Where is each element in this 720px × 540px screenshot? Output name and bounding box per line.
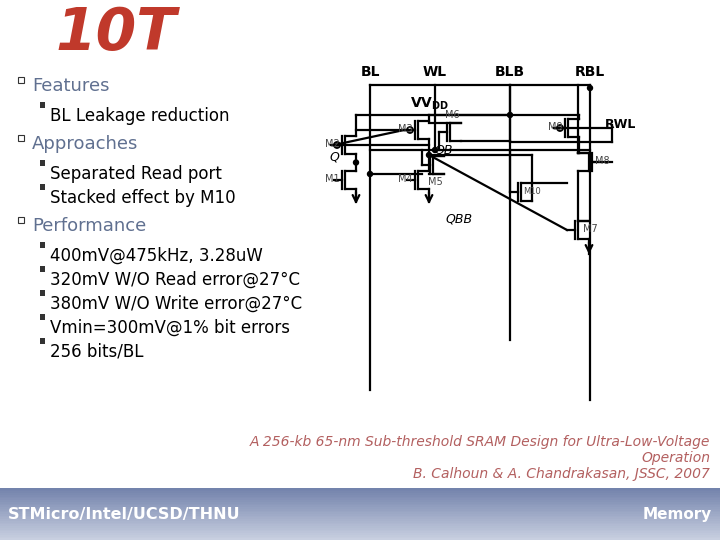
Bar <box>0 508 720 510</box>
Circle shape <box>433 147 438 152</box>
Text: BL: BL <box>360 65 379 79</box>
Bar <box>0 492 720 495</box>
Bar <box>0 491 720 493</box>
Bar <box>18 77 24 83</box>
Bar <box>0 501 720 504</box>
Text: M2: M2 <box>325 139 340 149</box>
Text: Features: Features <box>32 77 109 95</box>
Bar <box>0 500 720 502</box>
Text: M4: M4 <box>398 174 413 184</box>
Text: Memory: Memory <box>643 507 712 522</box>
Text: BL Leakage reduction: BL Leakage reduction <box>50 107 230 125</box>
Bar <box>40 184 45 190</box>
Bar <box>0 532 720 535</box>
Bar <box>0 522 720 524</box>
Bar <box>0 529 720 531</box>
Text: 256 bits/BL: 256 bits/BL <box>50 343 143 361</box>
Text: QBB: QBB <box>446 212 472 225</box>
Circle shape <box>426 152 431 158</box>
Text: RBL: RBL <box>575 65 605 79</box>
Bar <box>0 488 720 490</box>
Bar <box>0 489 720 491</box>
Bar <box>0 524 720 526</box>
Text: Separated Read port: Separated Read port <box>50 165 222 183</box>
Text: VV$_{\mathbf{DD}}$: VV$_{\mathbf{DD}}$ <box>410 96 449 112</box>
Bar <box>0 498 720 500</box>
Bar <box>0 538 720 540</box>
Bar <box>0 512 720 514</box>
Text: STMicro/Intel/UCSD/THNU: STMicro/Intel/UCSD/THNU <box>8 507 240 522</box>
Text: 320mV W/O Read error@27°C: 320mV W/O Read error@27°C <box>50 271 300 289</box>
Circle shape <box>588 85 593 91</box>
Bar <box>40 314 45 320</box>
Text: M9: M9 <box>549 122 563 132</box>
Circle shape <box>508 112 513 118</box>
Bar <box>0 514 720 516</box>
Bar <box>0 505 720 507</box>
Bar <box>0 515 720 517</box>
Bar <box>0 519 720 521</box>
Bar <box>40 160 45 166</box>
Bar <box>0 525 720 528</box>
Bar <box>0 507 720 509</box>
Text: Vmin=300mV@1% bit errors: Vmin=300mV@1% bit errors <box>50 319 290 337</box>
Text: 380mV W/O Write error@27°C: 380mV W/O Write error@27°C <box>50 295 302 313</box>
Text: Approaches: Approaches <box>32 135 138 153</box>
Text: 400mV@475kHz, 3.28uW: 400mV@475kHz, 3.28uW <box>50 247 263 265</box>
Circle shape <box>354 160 359 165</box>
Bar <box>0 495 720 497</box>
Text: M1: M1 <box>325 174 340 184</box>
Bar <box>18 217 24 223</box>
Text: Q: Q <box>329 151 339 164</box>
Bar <box>0 528 720 530</box>
Text: Performance: Performance <box>32 217 146 235</box>
Text: 10T: 10T <box>55 5 176 62</box>
Text: M10: M10 <box>523 186 541 195</box>
Bar <box>0 517 720 519</box>
Bar <box>40 242 45 248</box>
Circle shape <box>367 172 372 177</box>
Text: M3: M3 <box>398 124 413 134</box>
Bar <box>40 290 45 296</box>
Text: Stacked effect by M10: Stacked effect by M10 <box>50 189 235 207</box>
Bar <box>18 135 24 141</box>
Text: WL: WL <box>423 65 447 79</box>
Text: QB: QB <box>434 144 452 157</box>
Text: B. Calhoun & A. Chandrakasan, JSSC, 2007: B. Calhoun & A. Chandrakasan, JSSC, 2007 <box>413 467 710 481</box>
Bar <box>0 531 720 533</box>
Text: M5: M5 <box>428 177 442 187</box>
Text: Operation: Operation <box>641 451 710 465</box>
Bar <box>0 536 720 538</box>
Bar <box>0 521 720 523</box>
Bar <box>0 510 720 512</box>
Bar <box>0 496 720 498</box>
Bar <box>40 266 45 272</box>
Bar <box>40 338 45 344</box>
Bar <box>40 102 45 108</box>
Text: RWL: RWL <box>605 118 636 132</box>
Bar <box>0 534 720 537</box>
Text: M8: M8 <box>595 156 610 166</box>
Text: BLB: BLB <box>495 65 525 79</box>
Text: M7: M7 <box>583 224 598 234</box>
Text: M6: M6 <box>445 110 459 120</box>
Text: A 256-kb 65-nm Sub-threshold SRAM Design for Ultra-Low-Voltage: A 256-kb 65-nm Sub-threshold SRAM Design… <box>250 435 710 449</box>
Bar <box>0 503 720 505</box>
